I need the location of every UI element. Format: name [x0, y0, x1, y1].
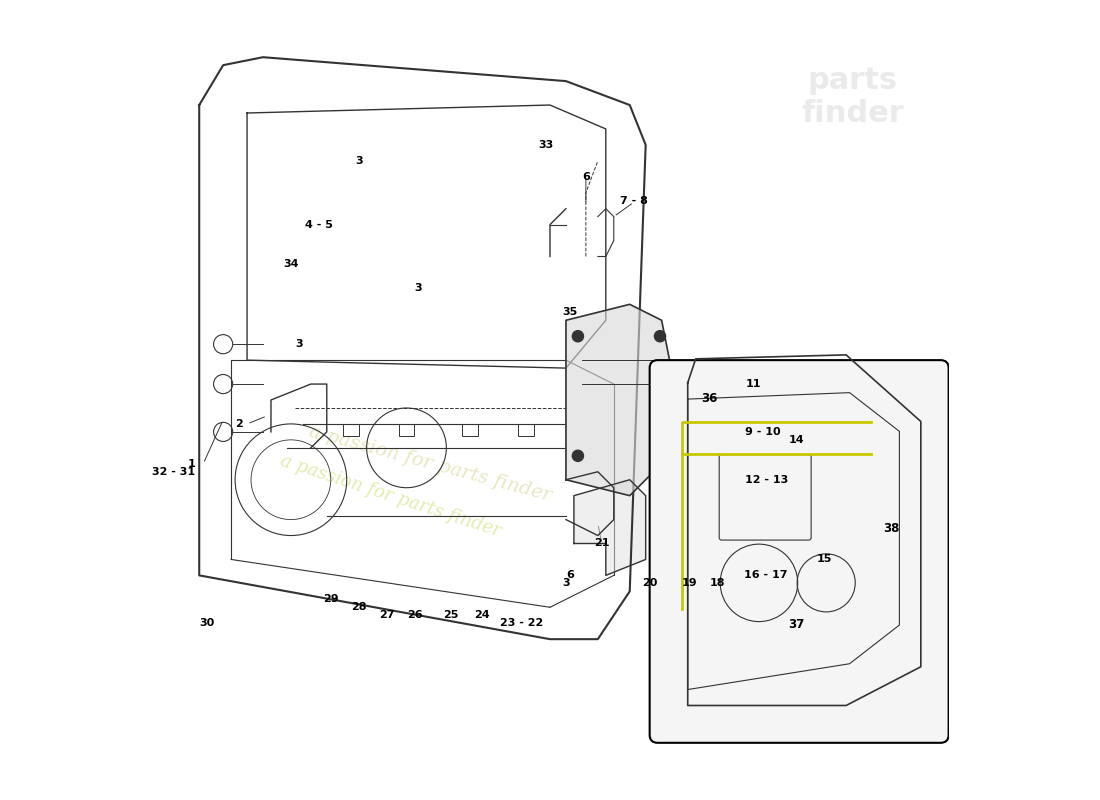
- Text: 15: 15: [817, 554, 833, 565]
- Text: 6: 6: [566, 570, 574, 580]
- Text: 2: 2: [235, 419, 243, 429]
- Text: 30: 30: [199, 618, 214, 628]
- Text: 36: 36: [701, 393, 717, 406]
- Circle shape: [654, 442, 666, 454]
- Polygon shape: [565, 304, 670, 496]
- Text: 3: 3: [355, 156, 363, 166]
- Circle shape: [572, 450, 583, 462]
- Text: 34: 34: [283, 259, 299, 270]
- Text: a passion for parts finder: a passion for parts finder: [307, 422, 553, 505]
- Text: 21: 21: [594, 538, 609, 549]
- Text: 27: 27: [378, 610, 394, 620]
- Text: 28: 28: [351, 602, 366, 612]
- Text: 37: 37: [789, 618, 804, 631]
- Text: 1: 1: [187, 458, 195, 469]
- Text: 38: 38: [883, 522, 899, 534]
- Text: 20: 20: [642, 578, 658, 588]
- Text: 12 - 13: 12 - 13: [746, 474, 789, 485]
- Text: 23 - 22: 23 - 22: [500, 618, 543, 628]
- Text: a passion for parts finder: a passion for parts finder: [278, 451, 503, 540]
- Text: 18: 18: [710, 578, 725, 588]
- Text: 33: 33: [538, 140, 553, 150]
- Text: 3: 3: [415, 283, 422, 294]
- Text: 9 - 10: 9 - 10: [746, 427, 781, 437]
- Circle shape: [684, 482, 694, 491]
- Text: 35: 35: [563, 307, 578, 318]
- Text: 24: 24: [474, 610, 490, 620]
- Circle shape: [572, 330, 583, 342]
- Text: 3: 3: [295, 339, 302, 349]
- Text: 32 - 31: 32 - 31: [152, 466, 195, 477]
- Text: 14: 14: [789, 435, 805, 445]
- Text: 11: 11: [746, 379, 761, 389]
- Text: 16 - 17: 16 - 17: [744, 570, 786, 580]
- Circle shape: [684, 534, 694, 543]
- Text: 6: 6: [582, 172, 590, 182]
- FancyBboxPatch shape: [650, 360, 948, 743]
- Text: 25: 25: [442, 610, 458, 620]
- Circle shape: [755, 534, 763, 543]
- Text: 29: 29: [323, 594, 339, 604]
- Text: 26: 26: [407, 610, 422, 620]
- Text: 4 - 5: 4 - 5: [305, 220, 332, 230]
- Text: 3: 3: [562, 578, 570, 588]
- Text: parts
finder: parts finder: [802, 66, 904, 128]
- Circle shape: [755, 482, 763, 491]
- Polygon shape: [574, 480, 646, 575]
- Text: 7 - 8: 7 - 8: [619, 196, 648, 206]
- Circle shape: [654, 330, 666, 342]
- Text: 19: 19: [682, 578, 697, 588]
